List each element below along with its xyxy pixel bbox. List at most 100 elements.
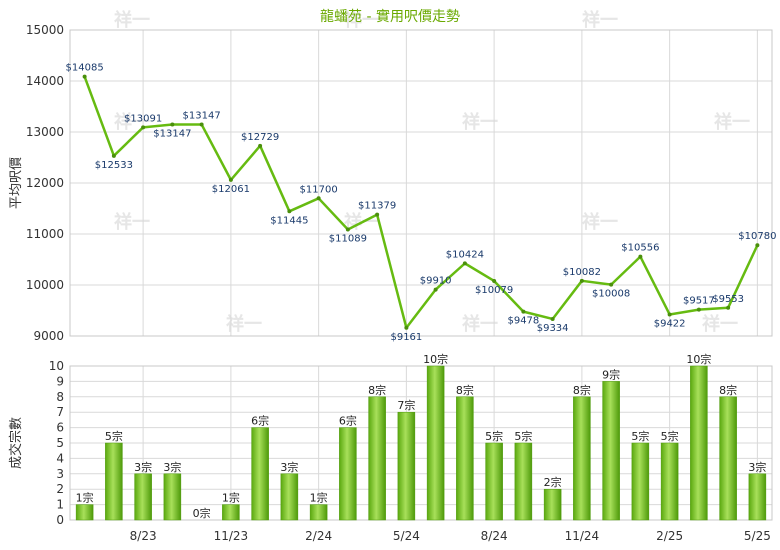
watermark-6: 祥一 [114, 111, 150, 133]
line-point [258, 143, 263, 148]
bar-data-label: 5宗 [631, 429, 649, 443]
bar [602, 381, 620, 521]
bar [660, 442, 679, 521]
watermark-0: 祥一 [114, 9, 150, 31]
line-data-label: $10079 [475, 285, 513, 296]
watermark-10: 祥一 [702, 313, 738, 335]
bar-y-tick-label: 9 [56, 374, 64, 388]
line-data-label: $11379 [358, 201, 396, 212]
bar-y-tick-label: 5 [56, 436, 64, 450]
watermark-11: 祥一 [462, 111, 498, 133]
line-point [345, 227, 350, 232]
bar [456, 396, 474, 521]
line-point [375, 212, 380, 217]
line-point [667, 312, 672, 317]
bar-data-label: 5宗 [485, 429, 503, 443]
line-data-label: $12729 [241, 132, 279, 143]
line-point [726, 305, 731, 310]
bar-data-label: 9宗 [602, 367, 620, 381]
watermark-3: 祥一 [114, 211, 150, 233]
bar [368, 396, 386, 521]
bar-series: 1宗 5宗 3宗 3宗 0宗 1宗 6宗 3宗 1宗 6宗 8宗 7宗 10宗 8宗 5宗 5宗 2宗 8宗 9宗 5… [76, 352, 767, 521]
line-data-label: $9478 [507, 316, 539, 327]
x-tick-label: 11/24 [565, 529, 600, 543]
bar-data-label: 8宗 [368, 383, 386, 397]
bar-data-label: 5宗 [514, 429, 532, 443]
bar [134, 473, 152, 521]
bar-data-label: 8宗 [456, 383, 474, 397]
line-point [462, 261, 467, 266]
watermark-9: 祥一 [462, 313, 498, 335]
line-point [141, 125, 146, 130]
line-plot-frame [69, 29, 773, 337]
bar [163, 473, 182, 521]
bar-y-tick-label: 0 [56, 513, 64, 527]
bar-y-tick-label: 7 [56, 405, 64, 419]
line-y-tick-label: 12000 [26, 176, 64, 190]
bar-y-tick-label: 4 [56, 451, 64, 465]
bar-data-label: 8宗 [719, 383, 737, 397]
bar-data-label: 3宗 [134, 460, 152, 474]
bar [251, 427, 269, 521]
bar-data-label: 1宗 [310, 491, 328, 505]
line-data-label: $10556 [621, 243, 659, 254]
line-point [199, 122, 204, 127]
line-chart-grid: 9000 10000 11000 12000 13000 14000 15000 [26, 23, 773, 343]
bar [690, 365, 708, 521]
chart-title: 龍蟠苑 - 實用呎價走勢 [320, 8, 460, 25]
line-point [228, 177, 233, 182]
line-series: $14085 $12533 $13091 $13147 $13147 $12061 $127… [66, 63, 777, 343]
line-point [170, 122, 175, 127]
line-y-axis-label: 平均呎價 [9, 157, 24, 209]
line-point [111, 153, 116, 158]
line-point [82, 74, 87, 79]
bar-data-label: 1宗 [222, 491, 240, 505]
line-point [579, 278, 584, 283]
bar [339, 427, 357, 521]
bar-data-label: 10宗 [423, 352, 448, 366]
x-tick-label: 11/23 [214, 529, 249, 543]
line-data-label: $11089 [329, 233, 367, 244]
line-data-label: $12533 [95, 160, 133, 171]
bar-data-label: 5宗 [105, 429, 123, 443]
line-data-label: $9422 [654, 318, 686, 329]
bar-data-label: 6宗 [251, 414, 269, 428]
bar-data-label: 8宗 [573, 383, 591, 397]
line-point [316, 196, 321, 201]
line-y-tick-label: 15000 [26, 23, 64, 37]
watermark-5: 祥一 [582, 211, 618, 233]
line-data-label: $12061 [212, 184, 250, 195]
line-data-label: $11700 [300, 184, 338, 195]
line-data-label: $14085 [66, 63, 104, 74]
line-y-tick-label: 14000 [26, 74, 64, 88]
line-data-label: $13147 [183, 111, 221, 122]
line-data-label: $10424 [446, 249, 484, 260]
bar-data-label: 0宗 [193, 506, 211, 520]
watermark-7: 祥一 [714, 111, 750, 133]
bar [543, 488, 562, 521]
line-data-label: $9910 [420, 276, 452, 287]
line-data-label: $10008 [592, 289, 630, 300]
line-point [696, 307, 701, 312]
line-data-label: $9553 [712, 294, 744, 305]
bar [426, 365, 445, 521]
line-point [638, 254, 643, 259]
bar-y-tick-label: 2 [56, 482, 64, 496]
bar-data-label: 3宗 [748, 460, 766, 474]
bar [280, 473, 299, 521]
bar-y-axis-label: 成交宗數 [8, 417, 24, 469]
line-data-label: $9517 [683, 296, 715, 307]
line-data-label: $9161 [390, 332, 422, 343]
line-data-label: $9334 [537, 323, 569, 334]
line-point [433, 287, 438, 292]
bar [397, 411, 416, 521]
line-data-label: $13147 [153, 129, 191, 140]
bar-data-label: 2宗 [544, 475, 562, 489]
bar [748, 473, 767, 521]
line-point [755, 243, 760, 248]
line-point [521, 309, 526, 314]
line-y-tick-label: 10000 [26, 278, 64, 292]
bar-y-tick-label: 10 [49, 359, 64, 373]
